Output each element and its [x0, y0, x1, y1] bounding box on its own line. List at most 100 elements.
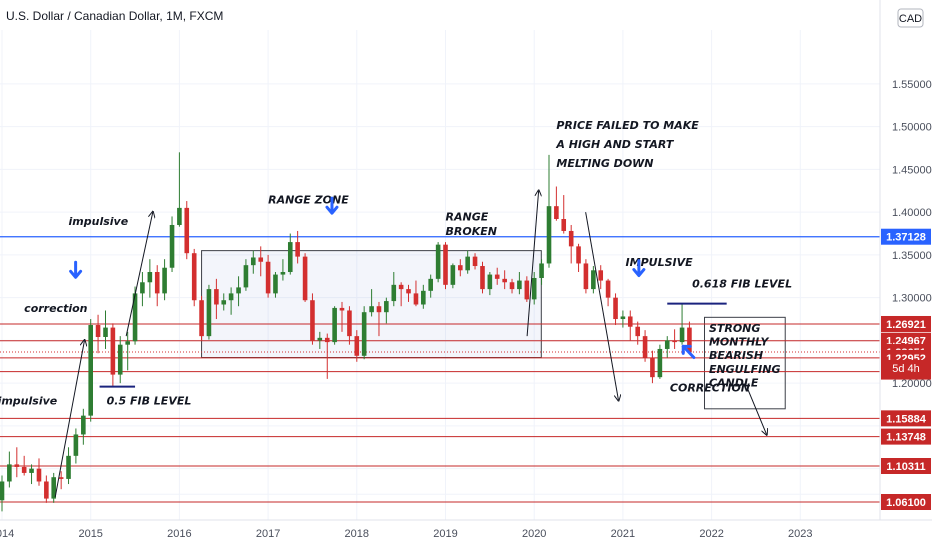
candle-body-50 — [369, 306, 374, 313]
annotations-layer: 0.5 FIB LEVEL 0.618 FIB LEVEL impulsive cor… — [0, 119, 792, 497]
candle-body-42 — [310, 300, 315, 341]
candle-body-92 — [679, 327, 685, 343]
candle-body-53 — [391, 284, 397, 302]
candle-body-75 — [554, 206, 559, 219]
candle-body-29 — [214, 289, 219, 305]
annotation-4: RANGE — [446, 211, 489, 224]
candle-body-3 — [21, 466, 27, 473]
x-tick-2015: 2015 — [78, 528, 102, 540]
annotation-7: A HIGH AND START — [555, 138, 674, 151]
blue-arrow-head-icon — [632, 268, 646, 278]
y-tick-1.30000: 1.30000 — [892, 293, 932, 305]
price-tag-bg-8 — [881, 458, 931, 474]
candle-body-80 — [591, 270, 596, 290]
candle-body-44 — [324, 337, 330, 343]
candle-body-30 — [221, 300, 227, 305]
price-tag-bg-7 — [881, 428, 931, 445]
candle-body-9 — [66, 455, 71, 479]
candle-body-0 — [0, 481, 5, 501]
price-tag-bg-0 — [881, 228, 931, 245]
candle-body-1 — [7, 464, 12, 482]
y-tick-1.35000: 1.35000 — [892, 250, 932, 262]
candle-body-89 — [657, 348, 663, 378]
candle-body-66 — [487, 274, 493, 290]
blue-arrow-diag-icon — [681, 344, 696, 360]
countdown-tag: 5d 4h — [892, 363, 920, 375]
candle-body-10 — [73, 434, 79, 456]
candle-body-28 — [206, 289, 212, 337]
candle-body-41 — [302, 256, 308, 301]
annotation-14: ENGULFING — [709, 363, 781, 376]
candle-body-49 — [361, 312, 367, 356]
candle-body-55 — [406, 289, 411, 294]
countdown-tag-bg — [881, 359, 931, 376]
currency-badge[interactable]: CAD — [897, 8, 924, 28]
candle-body-74 — [546, 206, 552, 264]
annotation-15: CANDLE — [709, 377, 759, 390]
y-tick-1.45000: 1.45000 — [892, 164, 932, 176]
candle-body-62 — [458, 265, 463, 271]
x-tick-2020: 2020 — [522, 528, 546, 540]
candle-body-56 — [413, 293, 419, 305]
candle-body-37 — [273, 274, 278, 294]
x-tick-2018: 2018 — [345, 528, 369, 540]
candle-body-69 — [509, 282, 515, 290]
candle-body-85 — [627, 316, 633, 327]
fib-label-1: 0.618 FIB LEVEL — [692, 277, 792, 290]
candle-body-77 — [568, 230, 574, 247]
candle-body-68 — [502, 278, 507, 283]
candle-body-86 — [635, 326, 641, 337]
candle-body-64 — [472, 256, 478, 267]
candle-body-7 — [51, 477, 57, 499]
x-tick-2022: 2022 — [699, 528, 723, 540]
trend-arrow-2 — [526, 191, 539, 337]
y-tick-1.55000: 1.55000 — [892, 79, 932, 91]
candle-body-13 — [95, 325, 101, 337]
candle-body-40 — [295, 242, 300, 257]
candle-body-12 — [88, 325, 93, 416]
candle-body-34 — [250, 257, 256, 266]
candle-body-15 — [110, 327, 116, 375]
price-tag-bg-1 — [881, 315, 931, 332]
trend-arrow-1 — [125, 212, 153, 337]
x-tick-2017: 2017 — [256, 528, 280, 540]
candle-body-23 — [169, 224, 175, 268]
candle-body-24 — [177, 207, 182, 225]
annotation-9: IMPULSIVE — [626, 256, 694, 269]
price-tag-6: 1.15884 — [886, 413, 927, 425]
candle-body-90 — [664, 340, 670, 349]
candle-body-83 — [613, 297, 618, 320]
annotation-8: MELTING DOWN — [556, 157, 653, 170]
annotation-5: BROKEN — [446, 225, 497, 238]
candle-body-79 — [583, 263, 589, 290]
trend-arrow-0 — [54, 340, 84, 497]
candle-body-36 — [265, 261, 271, 294]
candle-body-43 — [317, 337, 323, 341]
candle-body-21 — [154, 272, 160, 294]
annotation-11: STRONG — [709, 322, 760, 335]
candle-body-72 — [531, 277, 537, 300]
candle-body-47 — [347, 310, 352, 337]
price-tag-7: 1.13748 — [886, 432, 926, 444]
blue-arrow-head-icon — [325, 205, 339, 215]
candle-body-25 — [184, 207, 190, 254]
candle-body-93 — [687, 327, 692, 353]
candle-body-71 — [524, 280, 530, 300]
candle-body-14 — [103, 327, 108, 337]
candle-body-8 — [58, 477, 64, 479]
candle-body-19 — [140, 282, 145, 294]
candle-body-5 — [36, 468, 42, 482]
candle-body-27 — [199, 300, 204, 337]
price-tag-bg-6 — [881, 410, 931, 427]
candle-body-35 — [258, 257, 264, 262]
candle-body-20 — [147, 272, 153, 283]
candle-body-54 — [398, 284, 404, 290]
candle-body-6 — [44, 481, 49, 499]
price-tag-bg-9 — [881, 494, 931, 511]
candle-body-31 — [228, 293, 234, 301]
candle-body-88 — [650, 357, 655, 378]
annotation-12: MONTHLY — [709, 336, 770, 349]
